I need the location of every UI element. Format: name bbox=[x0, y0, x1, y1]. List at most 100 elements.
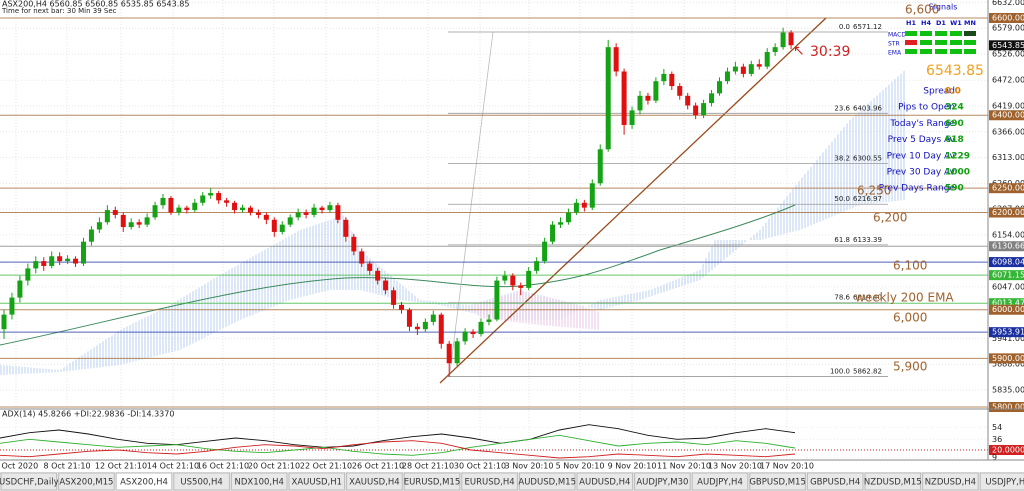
candle-body bbox=[764, 52, 770, 67]
tab[interactable] bbox=[288, 472, 346, 491]
candle-body bbox=[160, 197, 166, 206]
fib-level: 0.0 bbox=[839, 23, 850, 31]
stat-label: Spread bbox=[923, 87, 955, 97]
tab-label[interactable]: XAUUSD,H4 bbox=[349, 478, 400, 488]
tab[interactable] bbox=[115, 472, 173, 491]
tab[interactable] bbox=[749, 472, 806, 491]
adx-line bbox=[0, 440, 796, 459]
candle-body bbox=[271, 219, 277, 232]
tab[interactable] bbox=[922, 472, 979, 491]
fib-level: 78.6 bbox=[834, 294, 850, 302]
tab[interactable] bbox=[403, 472, 461, 491]
level-label: 6400.00 bbox=[992, 111, 1024, 120]
signal-column: H1 bbox=[906, 19, 916, 27]
tab[interactable] bbox=[518, 472, 576, 491]
candle-body bbox=[542, 241, 548, 262]
candle-body bbox=[240, 207, 245, 211]
tab-label[interactable]: AUDJPY,M30 bbox=[636, 478, 688, 488]
stat-value: 1000 bbox=[945, 168, 970, 178]
tab[interactable] bbox=[979, 472, 1024, 491]
candle-body bbox=[104, 210, 110, 223]
candle-body bbox=[653, 81, 659, 101]
candle-body bbox=[502, 275, 508, 281]
stat-value: 1229 bbox=[945, 151, 970, 161]
tab-label[interactable]: ASX200,H4 bbox=[120, 478, 168, 488]
signal-cell bbox=[935, 31, 947, 36]
tab[interactable] bbox=[230, 472, 288, 491]
candle-body bbox=[17, 280, 23, 298]
tab-label[interactable]: EURUSD,H4 bbox=[465, 478, 515, 488]
candle-body bbox=[88, 229, 94, 242]
candle-body bbox=[327, 205, 333, 211]
candle-body bbox=[399, 304, 404, 310]
time-label: 16 Oct 21:10 bbox=[197, 462, 249, 471]
candle-body bbox=[311, 207, 317, 215]
tab-label[interactable]: AUDJPY,H4 bbox=[697, 478, 743, 488]
candle-body bbox=[335, 205, 341, 220]
stat-value: 618 bbox=[945, 135, 964, 145]
time-label: 12 Oct 21:10 bbox=[95, 462, 147, 471]
candle-body bbox=[303, 212, 309, 215]
tab-label[interactable]: USDCHF,Daily bbox=[0, 478, 59, 488]
tab[interactable] bbox=[576, 472, 634, 491]
candle-body bbox=[478, 321, 484, 335]
candle-body bbox=[73, 258, 79, 264]
signal-cell bbox=[950, 31, 962, 36]
signal-cell bbox=[920, 40, 932, 45]
tab-label[interactable]: NDX100,H4 bbox=[234, 478, 283, 488]
tab-label[interactable]: AUDUSD,M15 bbox=[518, 478, 576, 488]
tab-label[interactable]: USDJPY,H4 bbox=[985, 478, 1024, 488]
tab-label[interactable]: ASX200,M15 bbox=[59, 478, 113, 488]
fib-level: 50.0 bbox=[834, 195, 850, 203]
candle-body bbox=[518, 285, 524, 288]
candle-body bbox=[295, 212, 301, 218]
fib-price: 5862.82 bbox=[853, 367, 882, 375]
candle-body bbox=[581, 202, 587, 208]
adx-line bbox=[0, 434, 796, 456]
tab[interactable] bbox=[0, 472, 58, 491]
stat-value: 0.0 bbox=[945, 87, 961, 97]
tab[interactable] bbox=[806, 472, 864, 491]
tab[interactable] bbox=[461, 472, 518, 491]
candle-body bbox=[534, 261, 540, 271]
tab[interactable] bbox=[634, 472, 691, 491]
tab-label[interactable]: US500,H4 bbox=[180, 478, 222, 488]
level-annotation: 6,100 bbox=[893, 259, 927, 273]
time-label: 11 Nov 20:10 bbox=[657, 462, 711, 471]
level-annotation: 5,900 bbox=[893, 360, 927, 374]
tab[interactable] bbox=[173, 472, 230, 491]
candle-body bbox=[383, 280, 389, 291]
signal-cell bbox=[935, 49, 947, 54]
tab[interactable] bbox=[691, 472, 749, 491]
candle-body bbox=[287, 217, 293, 225]
fib-price: 6571.12 bbox=[853, 23, 882, 31]
tab[interactable] bbox=[864, 472, 922, 491]
tab-label[interactable]: GBPUSD,M15 bbox=[749, 478, 806, 488]
candle-body bbox=[645, 95, 651, 101]
signal-cell bbox=[920, 31, 932, 36]
tab[interactable] bbox=[346, 472, 403, 491]
candle-body bbox=[176, 207, 182, 213]
level-tag bbox=[989, 40, 1024, 51]
candle-body bbox=[629, 110, 635, 125]
fib-anchor-line bbox=[449, 31, 494, 373]
level-tag bbox=[989, 327, 1024, 338]
bar-timer: Time for next bar: 30 Min 39 Sec bbox=[1, 7, 117, 15]
level-label: 6130.66 bbox=[992, 242, 1024, 251]
signal-cell bbox=[964, 31, 976, 36]
time-label: 6 Oct 2020 bbox=[0, 462, 38, 471]
tab-label[interactable]: NZDUSD,M15 bbox=[864, 478, 922, 488]
tab-label[interactable]: AUDUSD,H4 bbox=[579, 478, 630, 488]
tab-label[interactable]: GBPUSD,H4 bbox=[810, 478, 860, 488]
candle-body bbox=[120, 214, 126, 228]
tab-label[interactable]: XAUUSD,H1 bbox=[292, 478, 343, 488]
tab[interactable] bbox=[58, 472, 115, 491]
tab-label[interactable]: NZDUSD,H4 bbox=[925, 478, 976, 488]
tab-label[interactable]: EURUSD,M15 bbox=[404, 478, 461, 488]
candle-body bbox=[732, 66, 738, 72]
price-tick-label: 6632.00 bbox=[992, 0, 1024, 7]
candle-body bbox=[605, 47, 611, 150]
time-label: 28 Oct 21:10 bbox=[402, 462, 454, 471]
candle-body bbox=[772, 47, 778, 53]
stat-value: 324 bbox=[945, 103, 964, 113]
